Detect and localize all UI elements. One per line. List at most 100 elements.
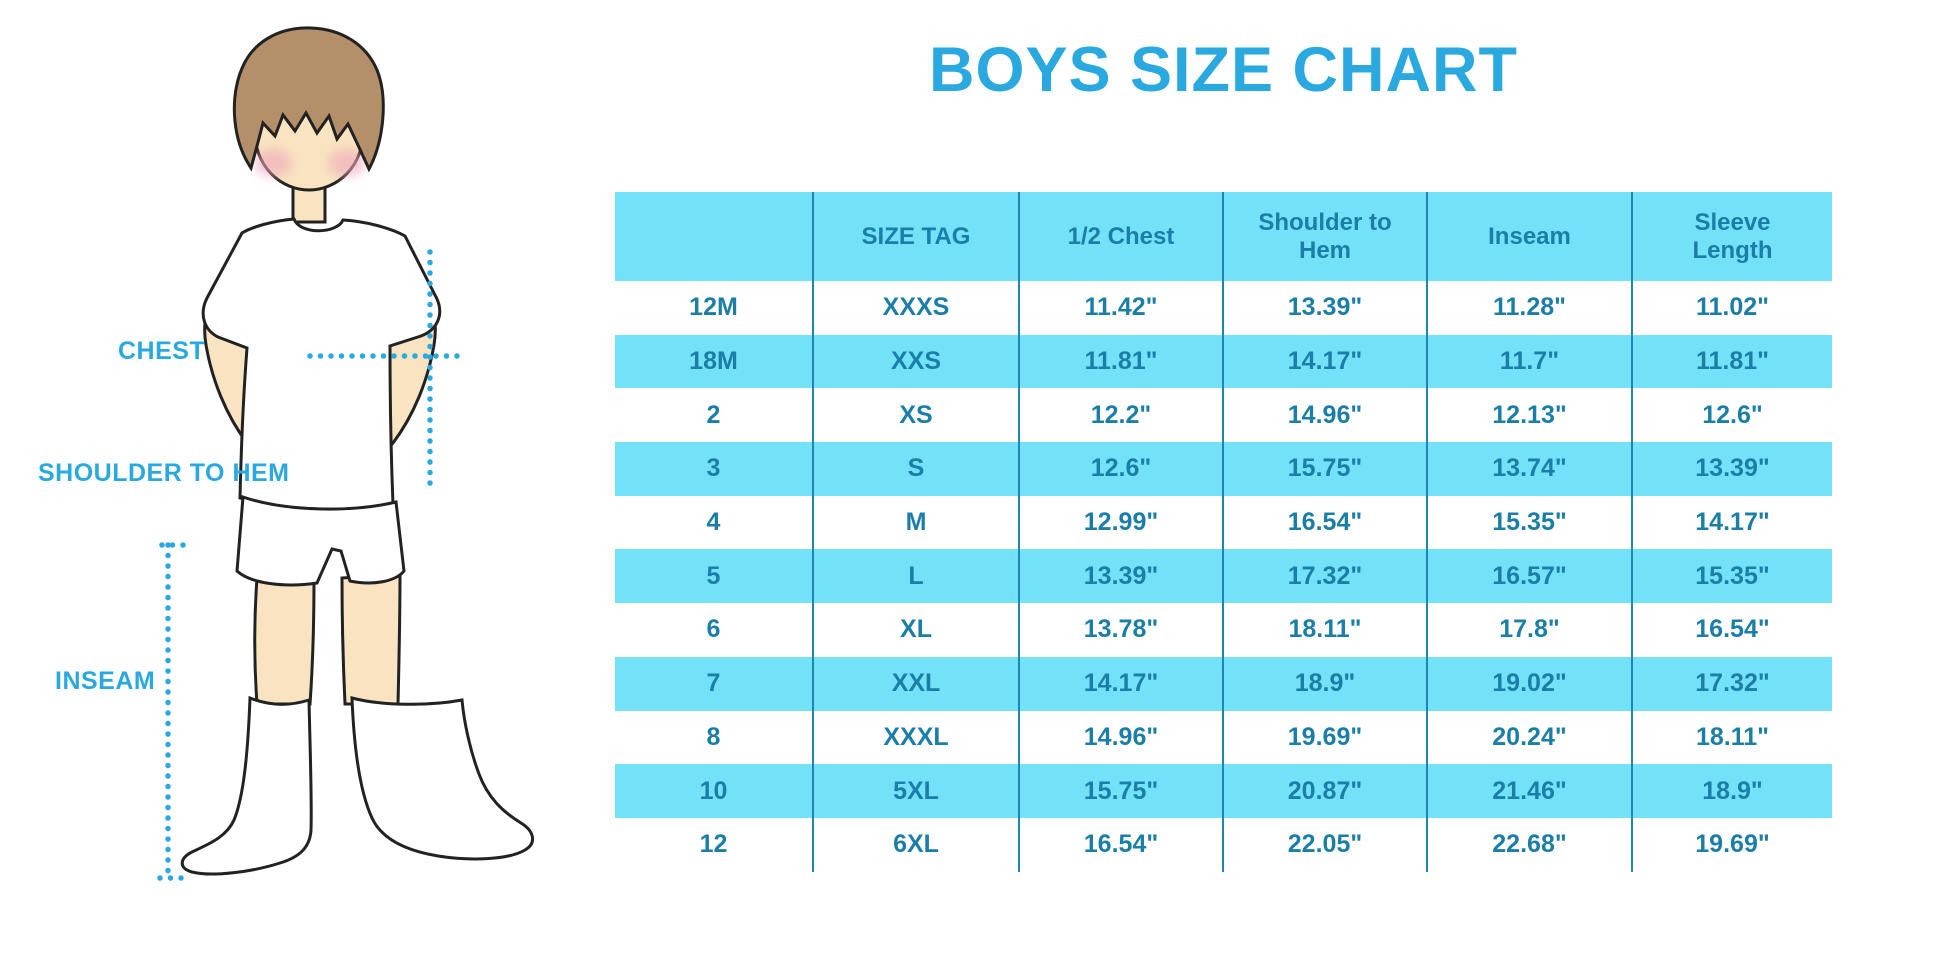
- cell-shoulder-to-hem: 20.87": [1222, 764, 1426, 818]
- cell-inseam: 17.8": [1426, 603, 1631, 657]
- cell-half-chest: 11.42": [1018, 281, 1222, 335]
- cell-sleeve-length: 14.17": [1631, 495, 1832, 550]
- cell-inseam: 12.13": [1426, 388, 1631, 443]
- cell-age-size: 12M: [689, 293, 738, 322]
- cell-age-size: 2: [706, 400, 721, 429]
- left-leg: [253, 576, 316, 706]
- table-row: 10 5XL 15.75" 20.87" 21.46" 18.9": [615, 764, 1832, 818]
- cell-inseam: 20.24": [1426, 710, 1631, 765]
- cell-size-tag: S: [812, 442, 1018, 496]
- cell-half-chest: 13.78": [1018, 603, 1222, 657]
- cell-age-size: 3: [706, 454, 721, 483]
- shoulder-to-hem-label: SHOULDER TO HEM: [38, 459, 290, 487]
- shorts-shape: [235, 494, 406, 587]
- cell-inseam: 19.02": [1426, 656, 1631, 711]
- measurement-figure: CHEST SHOULDER TO HEM INSEAM: [0, 0, 560, 973]
- left-sock: [180, 695, 313, 876]
- cell-sleeve-length: 11.81": [1631, 334, 1832, 389]
- boy-illustration: [157, 26, 534, 881]
- right-sock: [350, 696, 534, 861]
- cell-half-chest: 16.54": [1018, 817, 1222, 872]
- table-row: 3 S 12.6" 15.75" 13.74" 13.39": [615, 442, 1832, 496]
- cell-half-chest: 14.17": [1018, 656, 1222, 711]
- cell-inseam: 11.7": [1426, 334, 1631, 389]
- cell-shoulder-to-hem: 18.11": [1222, 603, 1426, 657]
- cell-shoulder-to-hem: 16.54": [1222, 495, 1426, 550]
- cell-sleeve-length: 19.69": [1631, 817, 1832, 872]
- header-cell-size-tag: SIZE TAG: [812, 192, 1018, 281]
- cell-half-chest: 12.2": [1018, 388, 1222, 443]
- cell-sleeve-length: 13.39": [1631, 442, 1832, 496]
- cell-inseam: 13.74": [1426, 442, 1631, 496]
- cell-sleeve-length: 18.9": [1631, 764, 1832, 818]
- cell-size-tag: 5XL: [812, 764, 1018, 818]
- table-row: 7 XXL 14.17" 18.9" 19.02" 17.32": [615, 656, 1832, 711]
- cell-shoulder-to-hem: 17.32": [1222, 549, 1426, 604]
- cell-age-size: 18M: [689, 347, 738, 376]
- cell-size-tag: L: [812, 549, 1018, 604]
- cell-size-tag: XL: [812, 603, 1018, 657]
- table-row: 5 L 13.39" 17.32" 16.57" 15.35": [615, 549, 1832, 604]
- cell-size-tag: XXL: [812, 656, 1018, 711]
- header-cell-size: [615, 192, 812, 281]
- header-cell-sleeve-length: Sleeve Length: [1631, 192, 1832, 281]
- cell-half-chest: 14.96": [1018, 710, 1222, 765]
- header-cell-shoulder-to-hem: Shoulder to Hem: [1222, 192, 1426, 281]
- inseam-label: INSEAM: [55, 667, 156, 695]
- cell-sleeve-length: 17.32": [1631, 656, 1832, 711]
- cell-size-tag: XXS: [812, 334, 1018, 389]
- cell-shoulder-to-hem: 19.69": [1222, 710, 1426, 765]
- cell-age-size: 6: [706, 615, 721, 644]
- cell-shoulder-to-hem: 13.39": [1222, 281, 1426, 335]
- hair-shape: [232, 26, 385, 173]
- cell-age-size: 8: [706, 722, 721, 751]
- table-row: 2 XS 12.2" 14.96" 12.13" 12.6": [615, 388, 1832, 443]
- cell-half-chest: 12.6": [1018, 442, 1222, 496]
- right-leg: [340, 572, 402, 706]
- cell-shoulder-to-hem: 15.75": [1222, 442, 1426, 496]
- cell-inseam: 15.35": [1426, 495, 1631, 550]
- cell-inseam: 22.68": [1426, 817, 1631, 872]
- right-blush: [328, 149, 366, 177]
- cell-size-tag: XS: [812, 388, 1018, 443]
- cell-shoulder-to-hem: 14.96": [1222, 388, 1426, 443]
- cell-sleeve-length: 15.35": [1631, 549, 1832, 604]
- cell-sleeve-length: 11.02": [1631, 281, 1832, 335]
- cell-size-tag: XXXL: [812, 710, 1018, 765]
- cell-shoulder-to-hem: 14.17": [1222, 334, 1426, 389]
- cell-sleeve-length: 16.54": [1631, 603, 1832, 657]
- cell-sleeve-length: 18.11": [1631, 710, 1832, 765]
- cell-half-chest: 12.99": [1018, 495, 1222, 550]
- cell-inseam: 16.57": [1426, 549, 1631, 604]
- table-body: 12M XXXS 11.42" 13.39" 11.28" 11.02" 18M…: [615, 281, 1832, 872]
- table-row: 8 XXXL 14.96" 19.69" 20.24" 18.11": [615, 710, 1832, 765]
- table-row: 12M XXXS 11.42" 13.39" 11.28" 11.02": [615, 281, 1832, 335]
- cell-size-tag: XXXS: [812, 281, 1018, 335]
- header-cell-half-chest: 1/2 Chest: [1018, 192, 1222, 281]
- cell-half-chest: 13.39": [1018, 549, 1222, 604]
- cell-shoulder-to-hem: 18.9": [1222, 656, 1426, 711]
- table-row: 12 6XL 16.54" 22.05" 22.68" 19.69": [615, 817, 1832, 872]
- cell-inseam: 21.46": [1426, 764, 1631, 818]
- cell-shoulder-to-hem: 22.05": [1222, 817, 1426, 872]
- table-header-row: SIZE TAG 1/2 Chest Shoulder to Hem Insea…: [615, 192, 1832, 281]
- page-title: BOYS SIZE CHART: [928, 35, 1519, 105]
- size-table: SIZE TAG 1/2 Chest Shoulder to Hem Insea…: [615, 192, 1832, 872]
- cell-inseam: 11.28": [1426, 281, 1631, 335]
- table-row: 6 XL 13.78" 18.11" 17.8" 16.54": [615, 603, 1832, 657]
- table-row: 18M XXS 11.81" 14.17" 11.7" 11.81": [615, 334, 1832, 389]
- cell-size-tag: 6XL: [812, 817, 1018, 872]
- left-blush: [254, 149, 292, 177]
- cell-size-tag: M: [812, 495, 1018, 550]
- header-cell-inseam: Inseam: [1426, 192, 1631, 281]
- cell-age-size: 7: [706, 669, 721, 698]
- cell-half-chest: 15.75": [1018, 764, 1222, 818]
- cell-age-size: 4: [706, 508, 721, 537]
- chest-label: CHEST: [118, 337, 206, 365]
- cell-half-chest: 11.81": [1018, 334, 1222, 389]
- cell-sleeve-length: 12.6": [1631, 388, 1832, 443]
- cell-age-size: 5: [706, 561, 721, 590]
- cell-age-size: 12: [699, 830, 728, 859]
- cell-age-size: 10: [699, 776, 728, 805]
